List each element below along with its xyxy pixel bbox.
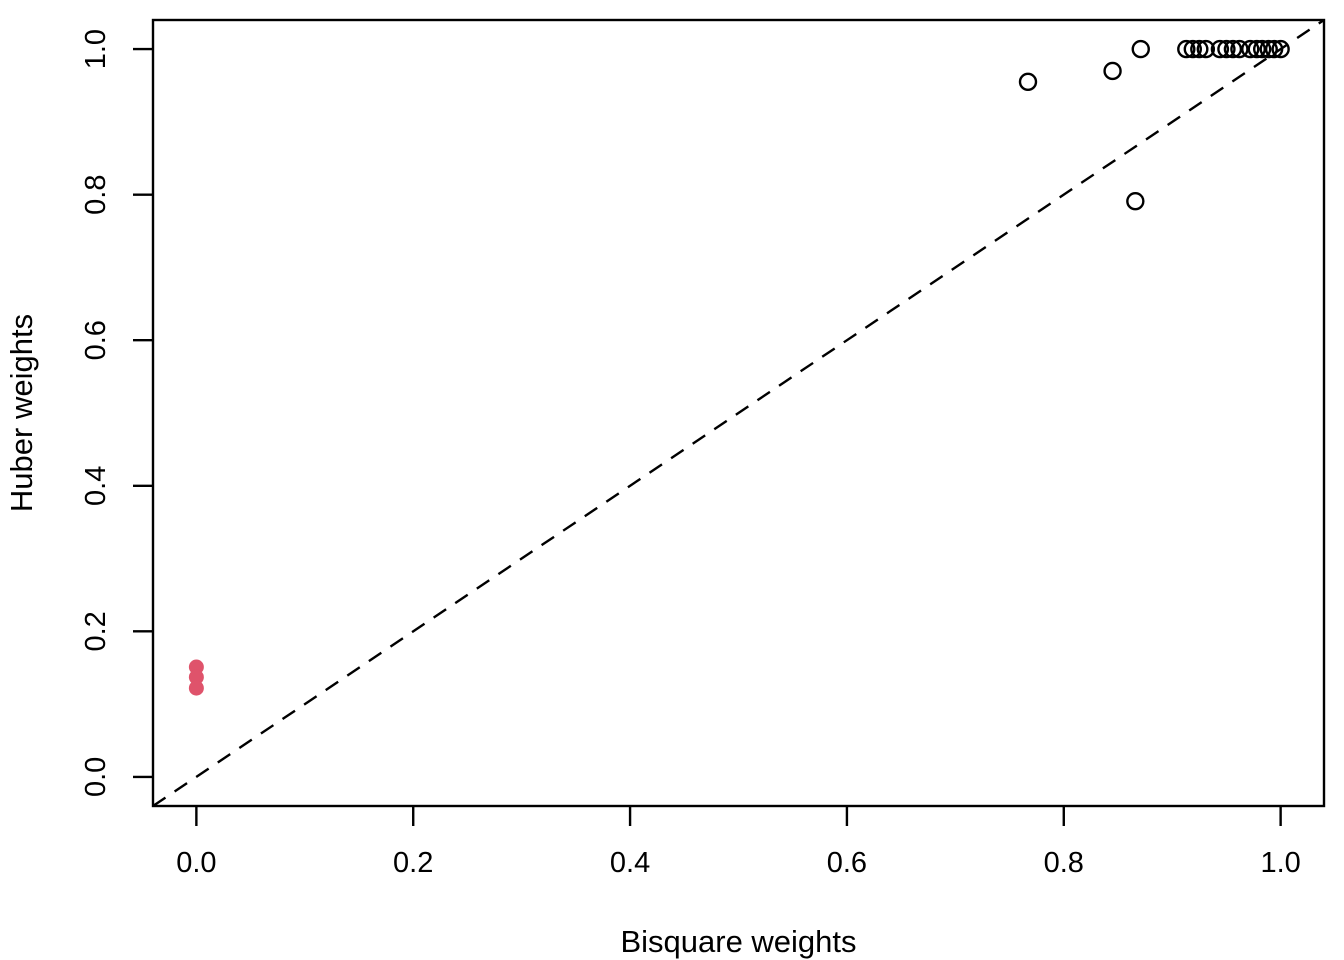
scatter-point-open bbox=[1230, 39, 1249, 59]
x-tick-label: 0.4 bbox=[610, 847, 650, 879]
y-tick-label: 0.6 bbox=[80, 320, 112, 360]
scatter-point-open bbox=[1177, 39, 1196, 59]
plot-box bbox=[151, 18, 1326, 808]
scatter-point-open bbox=[1190, 39, 1209, 59]
scatter-point-open bbox=[1183, 39, 1203, 59]
scatter-point-open bbox=[1241, 39, 1260, 59]
scatter-point-open bbox=[1126, 192, 1145, 211]
x-tick-label: 0.2 bbox=[393, 847, 433, 879]
x-tick-label: 0.8 bbox=[1044, 847, 1084, 879]
scatter-point-highlighted bbox=[188, 669, 204, 685]
scatter-point-open bbox=[1217, 39, 1236, 59]
y-tick-label: 0.2 bbox=[80, 611, 112, 651]
y-tick-label: 1.0 bbox=[80, 29, 112, 69]
y-tick-label: 0.0 bbox=[80, 757, 112, 797]
y-tick-label: 0.8 bbox=[80, 175, 112, 215]
scatter-point-open bbox=[1259, 39, 1278, 59]
x-tick-label: 0.0 bbox=[176, 847, 216, 879]
scatter-point-open bbox=[1103, 61, 1122, 81]
scatter-point-open bbox=[1131, 39, 1150, 59]
scatter-point-open bbox=[1264, 39, 1284, 59]
x-axis-title: Bisquare weights bbox=[620, 924, 857, 959]
x-tick-label: 1.0 bbox=[1260, 847, 1300, 879]
scatter-point-highlighted bbox=[188, 680, 204, 696]
scatter-point-open bbox=[1018, 72, 1038, 92]
y-tick-label: 0.4 bbox=[80, 466, 112, 506]
scatter-point-open bbox=[1196, 39, 1216, 59]
scatter-point-open bbox=[1271, 39, 1290, 59]
scatter-point-open bbox=[1252, 39, 1272, 59]
identity-line bbox=[152, 19, 1325, 807]
y-axis-title: Huber weights bbox=[4, 313, 39, 513]
scatter-point-open bbox=[1210, 39, 1230, 59]
scatter-point-open bbox=[1223, 39, 1243, 59]
x-tick-label: 0.6 bbox=[827, 847, 867, 879]
scatter-point-open bbox=[1247, 39, 1266, 59]
